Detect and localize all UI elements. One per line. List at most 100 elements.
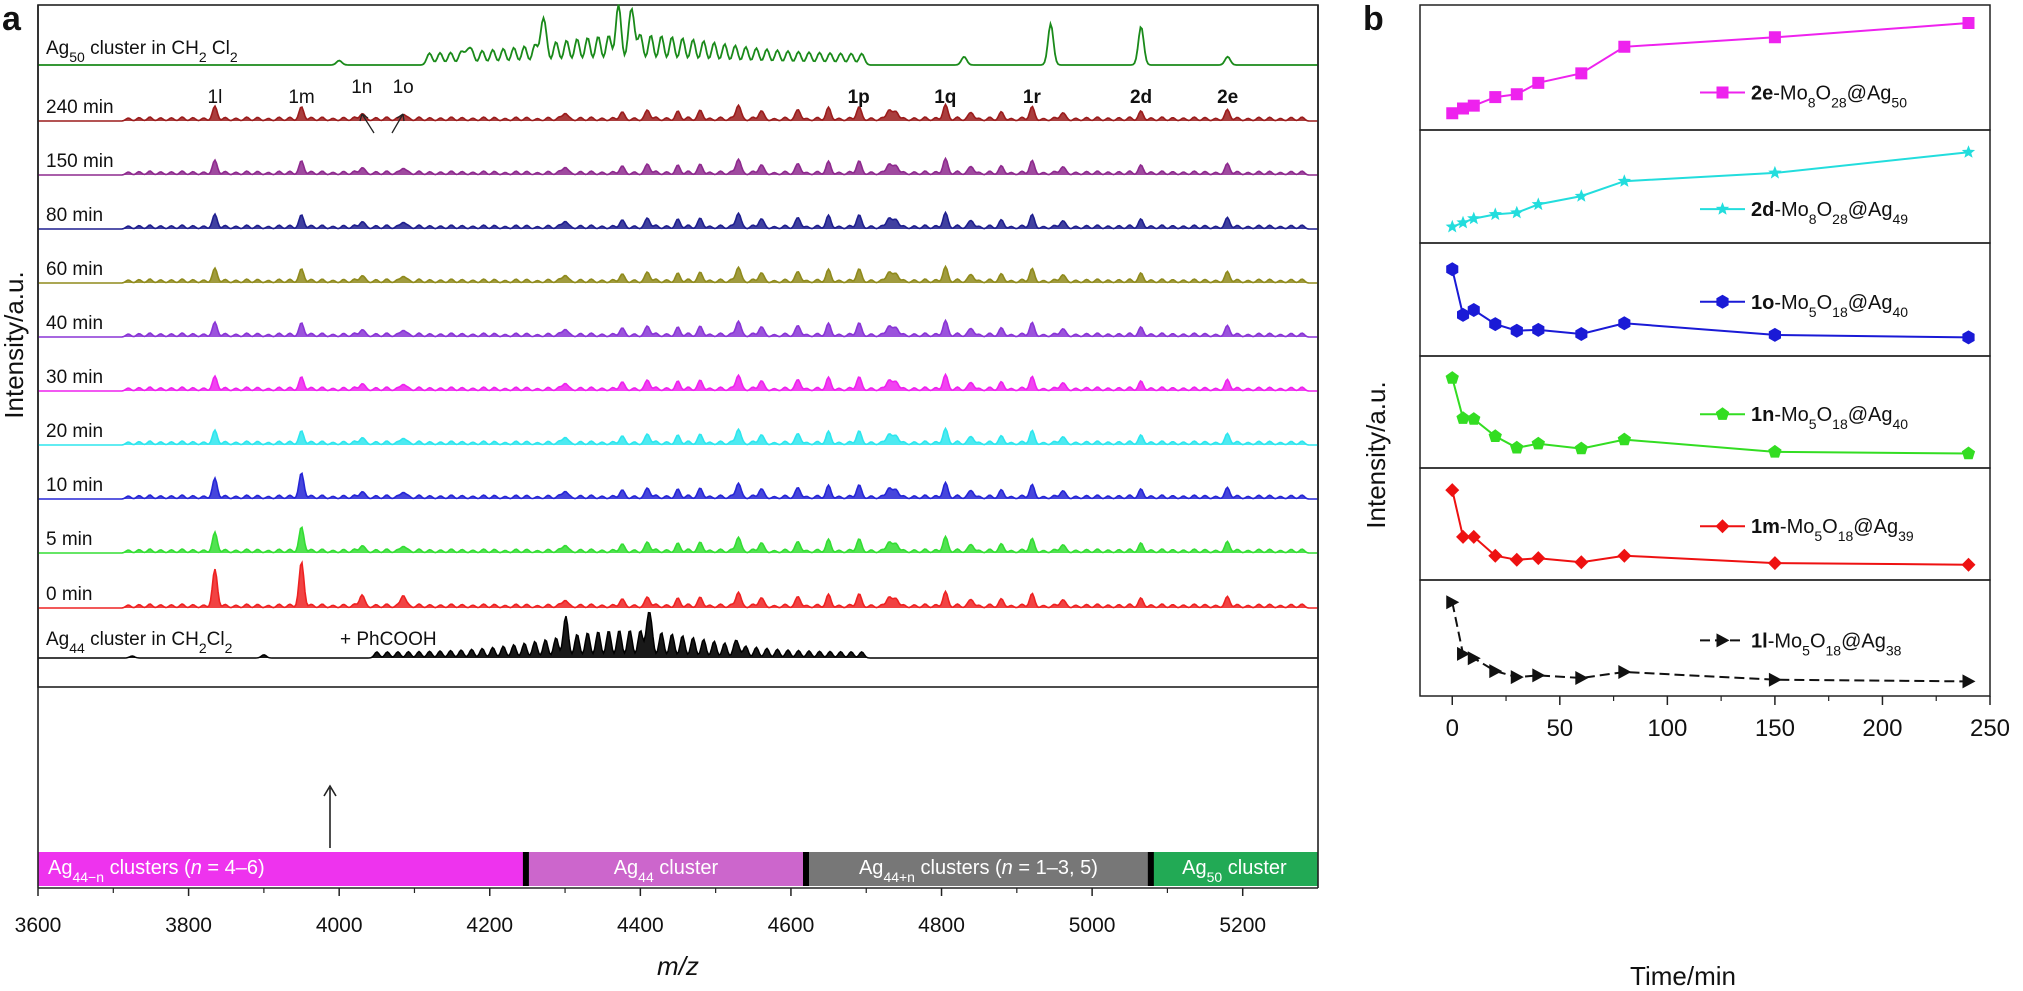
tick-label-4000: 4000 (316, 914, 363, 937)
peak-label-1l: 1l (208, 87, 223, 108)
b-tick-label-0: 0 (1446, 715, 1459, 742)
panel-b-x-axis: 0 50 100 150 200 250 (1446, 696, 2010, 742)
legend-label-1n: 1n-Mo5O18@Ag40 (1751, 404, 1908, 432)
trace-10-min (38, 471, 1318, 500)
point-2e-150 (1768, 31, 1781, 44)
subplot-1o: 1o-Mo5O18@Ag40 (1419, 242, 1991, 357)
point-2d-240 (1961, 145, 1976, 158)
panel-a-xlabel: m/z (657, 951, 699, 981)
point-2e-20 (1489, 91, 1502, 104)
point-1m-240 (1961, 557, 1976, 572)
label-trace-20-min: 20 min (46, 421, 103, 442)
region-label-0: Ag44−n clusters (n = 4–6) (48, 857, 265, 885)
peak-labels: 1l 1m 1n 1o 1p 1q 1r 2d 2e (208, 77, 1238, 134)
point-1o-150 (1768, 327, 1781, 342)
region-label-3: Ag50 cluster (1182, 857, 1287, 885)
point-2e-5 (1457, 102, 1470, 115)
trace-5-min (38, 525, 1318, 554)
peak-label-1n: 1n (351, 77, 372, 98)
subplot-frame-1o (1419, 242, 1991, 357)
point-1n-150 (1768, 444, 1782, 458)
point-1o-5 (1457, 307, 1470, 322)
subplot-2e: 2e-Mo8O28@Ag50 (1419, 4, 1991, 131)
point-2d-20 (1488, 207, 1502, 221)
point-1o-80 (1618, 316, 1631, 331)
point-1l-80 (1618, 664, 1632, 679)
point-1n-30 (1510, 440, 1524, 454)
label-trace-80-min: 80 min (46, 205, 103, 226)
phcooh-arrow-head (323, 784, 337, 797)
tick-label-5200: 5200 (1219, 914, 1266, 937)
peak-label-1p: 1p (848, 87, 870, 108)
point-1n-40 (1531, 436, 1545, 450)
point-1n-80 (1617, 432, 1631, 446)
point-1n-10 (1467, 412, 1481, 425)
b-tick-label-150: 150 (1755, 715, 1795, 742)
point-2e-40 (1532, 76, 1545, 89)
legend-label-1m: 1m-Mo5O18@Ag39 (1751, 516, 1914, 544)
trace-30-min (38, 372, 1318, 392)
point-1l-0 (1446, 595, 1460, 610)
subplot-1l: 1l-Mo5O18@Ag38 (1419, 579, 1991, 697)
peak-label-1r: 1r (1023, 87, 1042, 108)
legend-marker-2e (1716, 86, 1729, 99)
tick-label-4400: 4400 (617, 914, 664, 937)
region-1 (525, 852, 806, 886)
panel-b-kinetics: 2e-Mo8O28@Ag50 2d-Mo8O28@Ag49 1o-Mo5O18@Ag… (1361, 4, 2010, 991)
peak-label-1q: 1q (934, 87, 956, 108)
point-1m-0 (1445, 483, 1460, 498)
subplot-frame-1l (1419, 579, 1991, 697)
tick-label-3800: 3800 (165, 914, 212, 937)
legend-label-2d: 2d-Mo8O28@Ag49 (1751, 199, 1908, 227)
label-trace-40-min: 40 min (46, 313, 103, 334)
point-1l-5 (1457, 646, 1471, 661)
trace-0-min (38, 560, 1318, 609)
point-1l-60 (1575, 670, 1589, 685)
point-2e-240 (1962, 17, 1975, 29)
label-trace-0-min: 0 min (46, 584, 92, 605)
point-1o-10 (1467, 303, 1480, 317)
label-trace-60-min: 60 min (46, 259, 103, 280)
point-2d-10 (1467, 211, 1481, 225)
b-tick-label-100: 100 (1647, 715, 1687, 742)
trace-80-min (38, 210, 1318, 230)
label-trace-10-min: 10 min (46, 475, 103, 496)
point-2e-80 (1618, 40, 1631, 53)
label-ag44-trace: Ag44 cluster in CH2Cl2 (46, 629, 233, 656)
label-trace-5-min: 5 min (46, 529, 92, 550)
legend-label-2e: 2e-Mo8O28@Ag50 (1751, 83, 1907, 111)
point-2e-60 (1575, 67, 1588, 80)
peak-label-2e: 2e (1217, 87, 1238, 108)
tick-label-4800: 4800 (918, 914, 965, 937)
point-1m-80 (1617, 548, 1632, 563)
point-1o-20 (1489, 317, 1502, 332)
point-2d-30 (1510, 205, 1524, 219)
legend-label-1l: 1l-Mo5O18@Ag38 (1751, 630, 1902, 658)
subplot-1n: 1n-Mo5O18@Ag40 (1419, 355, 1991, 469)
spectra-traces (38, 4, 1318, 659)
b-tick-label-200: 200 (1862, 715, 1902, 742)
cluster-region-bar: Ag44−n clusters (n = 4–6) Ag44 cluster Ag4… (38, 852, 1318, 886)
region-label-1: Ag44 cluster (614, 857, 719, 885)
subplot-1m: 1m-Mo5O18@Ag39 (1419, 467, 1991, 581)
label-trace-150-min: 150 min (46, 151, 114, 172)
trace-ag44 (38, 611, 1318, 659)
label-ag50-trace: Ag50 cluster in CH2 Cl2 (46, 38, 238, 65)
panel-b-ylabel: Intensity/a.u. (1361, 381, 1391, 528)
tick-label-4200: 4200 (466, 914, 513, 937)
panel-a-letter: a (2, 0, 22, 38)
peak-label-1m: 1m (288, 87, 314, 108)
point-1l-10 (1467, 651, 1481, 666)
region-0 (38, 852, 526, 886)
tick-label-4600: 4600 (768, 914, 815, 937)
point-1l-30 (1510, 670, 1524, 685)
point-1l-150 (1768, 672, 1782, 687)
b-tick-label-50: 50 (1546, 715, 1573, 742)
b-tick-label-250: 250 (1970, 715, 2010, 742)
legend-2d: 2d-Mo8O28@Ag49 (1700, 199, 1908, 227)
arrow-1o (391, 113, 405, 134)
point-1m-20 (1488, 548, 1503, 563)
panel-a-ylabel: Intensity/a.u. (0, 271, 29, 418)
tick-label-5000: 5000 (1069, 914, 1116, 937)
point-2d-80 (1617, 174, 1631, 187)
